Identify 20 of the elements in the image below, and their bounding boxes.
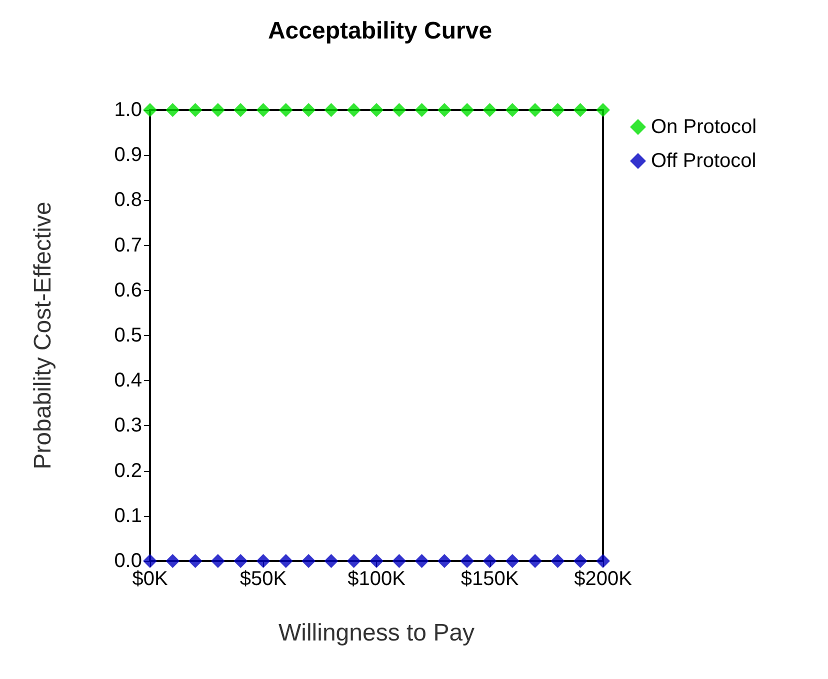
y-tick-label: 0.7 — [114, 234, 142, 256]
x-tick-label: $150K — [460, 568, 520, 590]
x-tick-label: $100K — [348, 568, 406, 590]
legend-label: On Protocol — [651, 116, 757, 138]
x-tick-label: $0K — [132, 568, 168, 590]
chart-title: Acceptability Curve — [268, 18, 492, 44]
y-tick-label: 0.4 — [114, 370, 142, 392]
y-tick-label: 0.6 — [114, 279, 142, 302]
y-tick-label: 0.2 — [114, 460, 142, 482]
y-tick-label: 0.9 — [114, 144, 142, 166]
y-tick-label: 1.0 — [114, 99, 142, 121]
y-axis-title: Probability Cost-Effective — [30, 202, 56, 470]
y-tick-label: 0.1 — [114, 504, 142, 527]
x-tick-label: $50K — [240, 568, 288, 590]
x-axis-title: Willingness to Pay — [278, 620, 475, 646]
y-tick-label: 0.5 — [114, 324, 142, 346]
legend-label: Off Protocol — [651, 150, 756, 172]
y-tick-label: 0.3 — [114, 414, 142, 437]
x-tick-label: $200K — [574, 568, 633, 590]
y-tick-label: 0.8 — [114, 189, 142, 212]
